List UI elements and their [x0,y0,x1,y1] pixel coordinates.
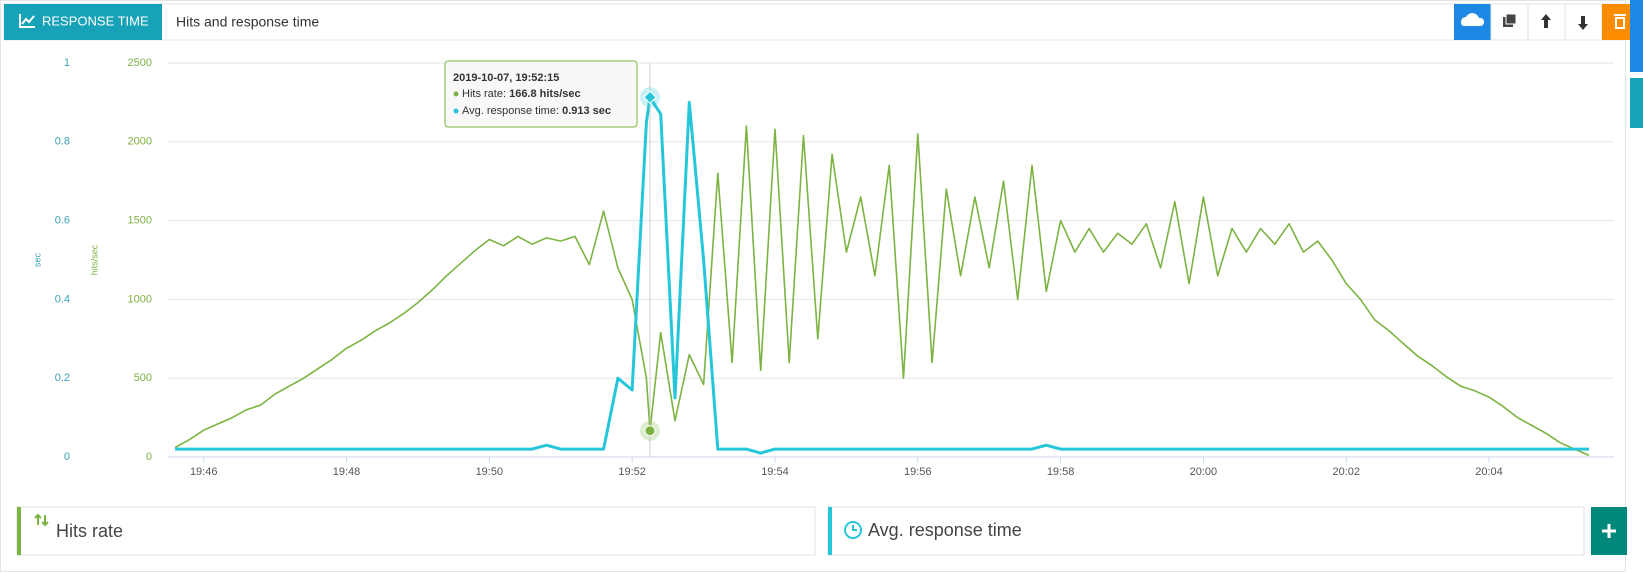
y2-tick-label: 0.6 [55,215,70,227]
x-tick-label: 20:04 [1475,466,1503,478]
legend-swatch [828,507,832,555]
series-line [175,95,1589,455]
chart: 0 500 1000 1500 2000 2500 0 0.2 0.4 0.6 0.8 1 19:46 1… [55,57,1614,478]
tooltip-value: 166.8 hits/sec [509,88,581,100]
x-tick-label: 19:52 [618,466,646,478]
down-icon [1578,16,1588,30]
x-tick-label: 19:48 [333,466,361,478]
legend-item[interactable] [827,506,1585,556]
side-tab[interactable] [1630,0,1643,72]
sort-icon [34,513,49,527]
x-tick-label: 19:58 [1047,466,1075,478]
tooltip-row: Hits rate: 166.8 hits/sec [462,88,581,100]
tooltip-label: Hits rate: [462,88,506,100]
tooltip-box [444,60,638,128]
tooltip-title: 2019-10-07, 19:52:15 [453,72,559,84]
up-icon [1541,14,1551,28]
y2-axis-title: sec [32,253,42,268]
y-tick-label: 500 [134,372,152,384]
tooltip-value: 0.913 sec [562,105,611,117]
y-tick-label: 2000 [128,136,152,148]
plus-icon [1602,524,1616,538]
header-bar [3,3,1627,41]
x-tick-label: 20:02 [1332,466,1360,478]
legend-item[interactable] [16,506,816,556]
legend-label: Hits rate [56,521,123,541]
x-tick-label: 19:50 [476,466,504,478]
panel-title: Hits and response time [176,14,319,30]
header-tab[interactable] [4,4,162,40]
tooltip-label: Avg. response time: [462,105,559,117]
tooltip-dot [453,91,459,97]
hover-marker [644,425,656,437]
y-axis-title: hits/sec [89,244,99,275]
tooltip-row: Avg. response time: 0.913 sec [462,105,611,117]
y-tick-label: 2500 [128,57,152,69]
copy-icon [1505,13,1517,25]
y2-tick-label: 0.4 [55,293,70,305]
hover-marker [643,90,657,104]
legend-swatch [17,507,21,555]
x-tick-label: 19:46 [190,466,218,478]
clock-icon [852,525,857,531]
y2-tick-label: 0 [64,451,70,463]
y2-tick-label: 0.2 [55,372,70,384]
series-line [174,125,1590,457]
x-tick-label: 20:00 [1190,466,1218,478]
header-tab-label: RESPONSE TIME [42,13,149,28]
side-tab[interactable] [1630,78,1643,128]
trash-icon [1614,14,1626,29]
y2-tick-label: 0.8 [55,136,70,148]
tooltip-dot [453,108,459,114]
x-tick-label: 19:56 [904,466,932,478]
y-tick-label: 1500 [128,215,152,227]
y2-tick-label: 1 [64,57,70,69]
y-tick-label: 1000 [128,293,152,305]
y-tick-label: 0 [146,451,152,463]
clock-icon [844,521,862,539]
chart-icon [19,14,35,28]
x-tick-label: 19:54 [761,466,789,478]
legend-label: Avg. response time [868,520,1022,540]
cloud-icon [1461,13,1485,26]
